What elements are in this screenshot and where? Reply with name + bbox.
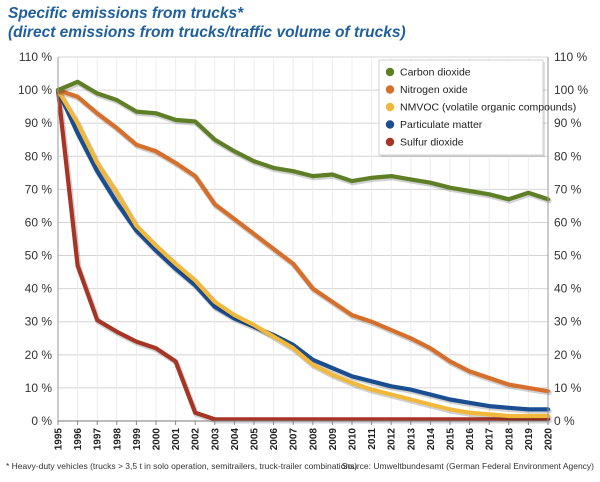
x-tick-label: 2007 <box>289 428 300 451</box>
y-tick-label-right: 10 % <box>554 381 582 395</box>
chart-title: Specific emissions from trucks* (direct … <box>8 4 406 42</box>
x-tick-label: 2006 <box>269 428 280 451</box>
x-tick-label: 2020 <box>544 428 555 451</box>
y-tick-label-right: 50 % <box>554 249 582 263</box>
y-tick-label-left: 110 % <box>19 50 52 64</box>
x-tick-label: 2010 <box>348 428 359 451</box>
legend-marker <box>385 137 395 147</box>
x-tick-label: 2009 <box>328 428 339 451</box>
y-tick-label-left: 20 % <box>25 348 53 362</box>
y-tick-label-left: 70 % <box>25 182 53 196</box>
legend-marker <box>385 120 395 129</box>
y-tick-label-left: 80 % <box>25 149 53 163</box>
y-tick-label-right: 70 % <box>554 182 582 196</box>
y-tick-label-right: 100 % <box>554 83 588 97</box>
legend-label: Particulate matter <box>400 119 483 131</box>
y-tick-label-right: 0 % <box>554 414 575 428</box>
legend-marker <box>385 102 395 112</box>
y-tick-label-left: 90 % <box>25 116 53 130</box>
x-tick-label: 2014 <box>426 428 437 451</box>
legend-label: NMVOC (volatile organic compounds) <box>400 102 576 114</box>
x-tick-label: 2001 <box>171 428 182 451</box>
series-line <box>55 87 551 394</box>
y-tick-label-right: 110 % <box>554 50 587 64</box>
legend-label: Nitrogen oxide <box>400 84 468 96</box>
y-tick-label-left: 50 % <box>25 249 53 263</box>
x-tick-label: 2008 <box>308 428 319 451</box>
y-tick-label-right: 30 % <box>554 315 582 329</box>
x-tick-label: 2017 <box>485 428 496 451</box>
source-note: Source: Umweltbundesamt (German Federal … <box>341 461 594 471</box>
chart-title-line2: (direct emissions from trucks/traffic vo… <box>8 24 406 41</box>
x-tick-label: 1995 <box>54 428 65 451</box>
x-tick-label: 2019 <box>524 428 535 451</box>
x-tick-label: 2015 <box>446 428 457 451</box>
series-line <box>55 87 551 422</box>
legend-marker <box>385 67 395 77</box>
y-tick-label-left: 60 % <box>25 215 53 229</box>
legend-label: Sulfur dioxide <box>400 137 464 149</box>
footnote: * Heavy-duty vehicles (trucks > 3,5 t in… <box>6 461 358 471</box>
x-tick-label: 2004 <box>230 428 241 451</box>
series-line <box>55 87 551 419</box>
x-tick-label: 2003 <box>210 428 221 451</box>
y-tick-label-left: 10 % <box>25 381 53 395</box>
x-tick-label: 2011 <box>367 428 378 450</box>
y-tick-label-left: 30 % <box>25 315 53 329</box>
legend-box <box>378 59 544 156</box>
x-tick-label: 2016 <box>465 428 476 451</box>
x-tick-label: 1997 <box>93 428 104 451</box>
y-tick-label-left: 0 % <box>31 414 52 428</box>
x-tick-label: 2002 <box>191 428 202 451</box>
chart-title-line1: Specific emissions from trucks* <box>8 5 244 22</box>
x-tick-label: 1999 <box>132 428 143 451</box>
y-tick-label-left: 100 % <box>18 83 52 97</box>
x-tick-label: 1996 <box>73 428 84 451</box>
x-tick-label: 2013 <box>406 428 417 451</box>
series-line <box>55 79 551 202</box>
y-tick-label-right: 60 % <box>554 215 582 229</box>
y-tick-label-left: 40 % <box>25 282 53 296</box>
x-tick-label: 2005 <box>250 428 261 451</box>
x-tick-label: 2000 <box>152 428 163 451</box>
y-tick-label-right: 80 % <box>554 149 582 163</box>
x-tick-label: 2018 <box>504 428 515 451</box>
legend: Carbon dioxide Nitrogen oxide NMVOC (volat… <box>378 59 576 157</box>
legend-label: Carbon dioxide <box>400 67 471 79</box>
series-line <box>55 87 551 412</box>
axes: 0 % 0 % 10 % 10 % 20 % 20 % 30 % 30 % 40 % 40 % 50… <box>18 50 588 450</box>
y-tick-label-right: 90 % <box>554 116 582 130</box>
y-tick-label-right: 20 % <box>554 348 582 362</box>
x-tick-label: 1998 <box>112 428 123 451</box>
legend-marker <box>385 85 395 94</box>
x-tick-label: 2012 <box>387 428 398 451</box>
y-tick-label-right: 40 % <box>554 282 582 296</box>
